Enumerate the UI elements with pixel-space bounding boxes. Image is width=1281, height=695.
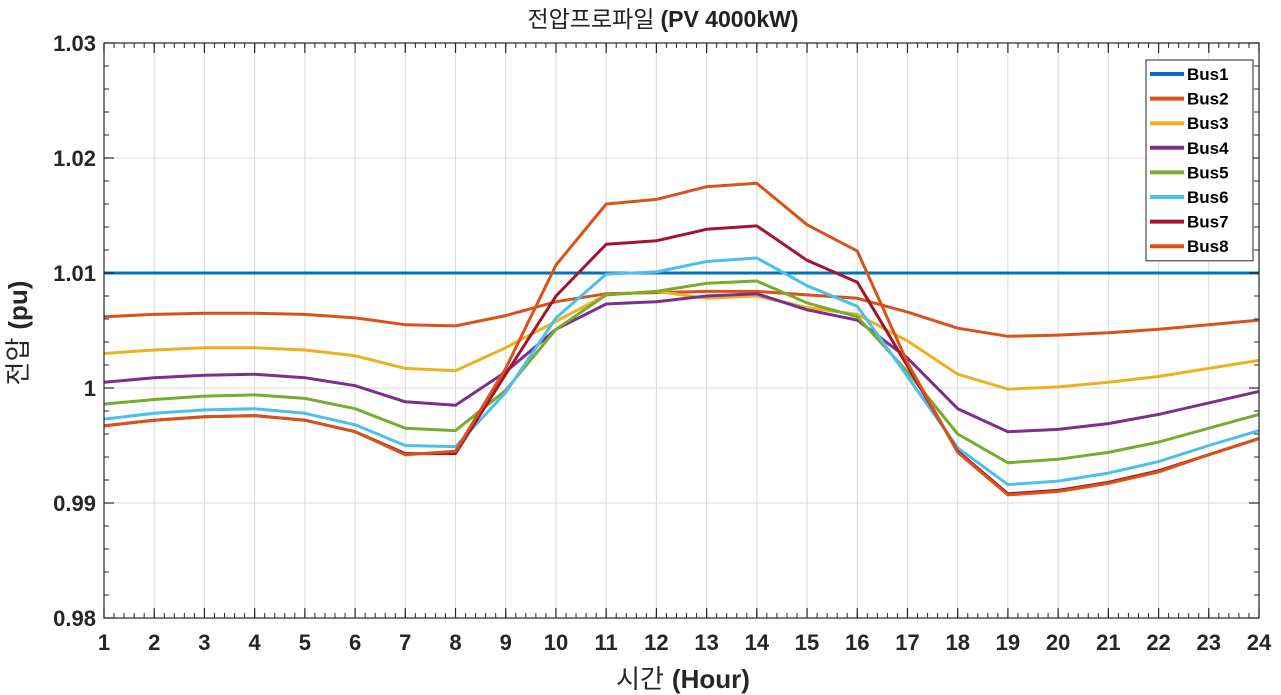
x-tick-label: 18 [945, 630, 969, 655]
y-axis-label-ko: 전압 [3, 338, 33, 386]
plot-frame [103, 42, 1260, 619]
x-tick-label: 21 [1096, 630, 1120, 655]
series-line-bus6 [103, 256, 1260, 487]
x-tick-label: 3 [198, 630, 210, 655]
chart-title-ko: 전압프로파일 [527, 6, 654, 32]
y-tick-label: 1.02 [53, 146, 96, 171]
x-tick-label: 1 [98, 630, 110, 655]
legend-label-bus1: Bus1 [1187, 65, 1229, 84]
legend-label-bus6: Bus6 [1187, 188, 1229, 207]
x-tick-label: 14 [745, 630, 770, 655]
y-tick-label: 1 [84, 376, 96, 401]
series-line-bus5 [103, 279, 1260, 465]
x-tick-label: 12 [644, 630, 668, 655]
legend-label-bus2: Bus2 [1187, 90, 1229, 109]
x-tick-label: 19 [996, 630, 1020, 655]
x-tick-label: 22 [1146, 630, 1170, 655]
y-tick-label: 0.99 [53, 491, 96, 516]
x-tick-label: 4 [249, 630, 262, 655]
x-tick-label: 11 [595, 630, 618, 655]
x-axis-label: 시간 (Hour) [616, 664, 750, 694]
x-tick-labels: 1 2 3 4 5 6 7 8 9 10 11 12 13 14 15 16 17 18 19 20 21 22 23 24 [98, 630, 1272, 655]
x-tick-label: 2 [148, 630, 160, 655]
x-axis-label-en: (Hour) [672, 664, 750, 694]
y-axis-label: 전압 (pu) [3, 281, 33, 386]
legend-label-bus8: Bus8 [1187, 237, 1229, 256]
x-axis-label-ko: 시간 [616, 664, 664, 694]
chart-title: 전압프로파일 (PV 4000kW) [527, 6, 798, 32]
x-tick-label: 16 [845, 630, 869, 655]
legend-label-bus5: Bus5 [1187, 163, 1229, 182]
y-tick-label: 1.03 [53, 31, 96, 56]
x-tick-label: 8 [449, 630, 461, 655]
legend-label-bus7: Bus7 [1187, 213, 1229, 232]
x-tick-label: 6 [349, 630, 361, 655]
series-line-bus4 [103, 292, 1260, 434]
x-tick-label: 5 [299, 630, 311, 655]
y-axis-label-en: (pu) [3, 281, 33, 330]
series-lines [103, 181, 1260, 497]
x-tick-label: 17 [895, 630, 919, 655]
series-line-bus3 [103, 289, 1260, 391]
x-tick-label: 13 [694, 630, 718, 655]
x-tick-label: 7 [399, 630, 411, 655]
grid [104, 43, 1259, 618]
x-tick-label: 10 [544, 630, 568, 655]
series-line-bus2 [103, 289, 1260, 338]
y-tick-label: 0.98 [53, 606, 96, 631]
x-tick-label: 23 [1197, 630, 1221, 655]
y-tick-label: 1.01 [53, 261, 96, 286]
x-tick-label: 24 [1247, 630, 1272, 655]
y-tick-labels: 0.98 0.99 1 1.01 1.02 1.03 [53, 31, 96, 631]
chart-title-en: (PV 4000kW) [660, 6, 798, 32]
legend: Bus1 Bus2 Bus3 Bus4 Bus5 Bus6 Bus7 Bus8 [1145, 59, 1254, 262]
x-tick-label: 15 [795, 630, 819, 655]
x-tick-label: 20 [1046, 630, 1070, 655]
tick-marks [103, 42, 1260, 619]
x-tick-label: 9 [500, 630, 512, 655]
legend-label-bus3: Bus3 [1187, 114, 1229, 133]
series-line-bus8 [103, 181, 1260, 497]
legend-box [1145, 59, 1254, 262]
legend-label-bus4: Bus4 [1187, 139, 1229, 158]
